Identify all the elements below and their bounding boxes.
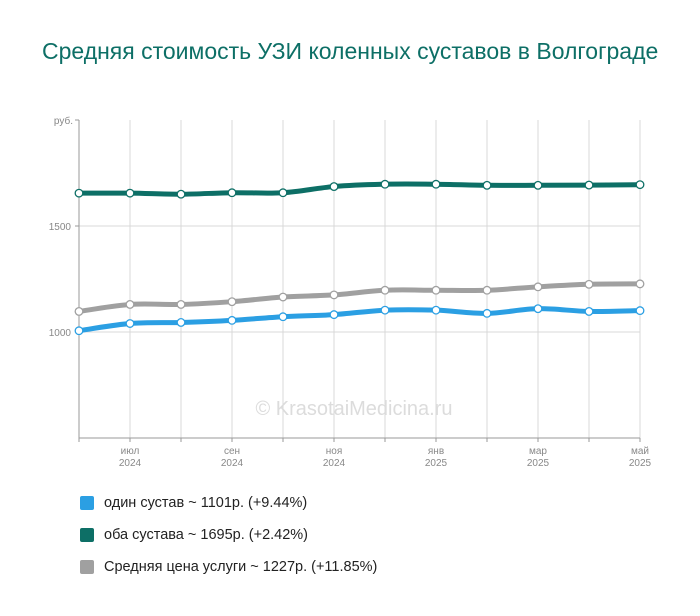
x-tick-label-month: май: [631, 446, 649, 457]
legend-label: оба сустава ~ 1695р. (+2.42%): [104, 527, 309, 543]
data-point: [635, 306, 645, 316]
data-point: [584, 279, 594, 289]
x-tick-label-month: янв: [428, 446, 444, 457]
x-tick-label-year: 2025: [629, 458, 652, 469]
x-tick-label-year: 2024: [221, 458, 244, 469]
data-point: [176, 189, 186, 199]
data-point: [431, 179, 441, 189]
data-point: [584, 180, 594, 190]
data-point: [533, 180, 543, 190]
x-tick-label-year: 2025: [527, 458, 550, 469]
x-tick-label-year: 2025: [425, 458, 448, 469]
data-point: [431, 305, 441, 315]
data-point: [329, 182, 339, 192]
data-point: [635, 279, 645, 289]
data-point: [227, 188, 237, 198]
series-layer: [74, 179, 645, 336]
y-tick-label: 1500: [49, 222, 72, 233]
x-tick-label-year: 2024: [323, 458, 346, 469]
data-point: [278, 312, 288, 322]
y-tick-label: 1000: [49, 328, 72, 339]
data-point: [380, 285, 390, 295]
data-point: [482, 285, 492, 295]
data-point: [329, 290, 339, 300]
data-point: [380, 179, 390, 189]
legend-item-both-joints: оба сустава ~ 1695р. (+2.42%): [80, 519, 377, 551]
legend-swatch: [80, 528, 94, 542]
x-tick-label-month: сен: [224, 446, 240, 457]
x-tick-label-month: июл: [121, 446, 140, 457]
axes: [75, 119, 641, 442]
data-point: [227, 315, 237, 325]
legend: один сустав ~ 1101р. (+9.44%) оба сустав…: [80, 487, 377, 583]
data-point: [329, 310, 339, 320]
chart-title: Средняя стоимость УЗИ коленных суставов …: [42, 38, 659, 64]
legend-swatch: [80, 496, 94, 510]
grid: [78, 120, 641, 438]
legend-item-one-joint: один сустав ~ 1101р. (+9.44%): [80, 487, 377, 519]
data-point: [482, 180, 492, 190]
data-point: [125, 188, 135, 198]
data-point: [176, 318, 186, 327]
data-point: [533, 304, 543, 314]
series-line-0: [76, 306, 643, 334]
legend-label: один сустав ~ 1101р. (+9.44%): [104, 495, 308, 511]
data-point: [74, 306, 84, 316]
data-point: [176, 299, 186, 309]
line-chart: © KrasotaiMedicina.ru руб.10001500июл202…: [49, 115, 652, 469]
legend-item-average: Средняя цена услуги ~ 1227р. (+11.85%): [80, 551, 377, 583]
legend-label: Средняя цена услуги ~ 1227р. (+11.85%): [104, 559, 378, 575]
tick-labels: руб.10001500июл2024сен2024ноя2024янв2025…: [49, 115, 652, 469]
data-point: [278, 188, 288, 198]
data-point: [584, 306, 594, 316]
x-tick-label-year: 2024: [119, 458, 142, 469]
data-point: [74, 326, 84, 336]
data-point: [278, 292, 288, 302]
data-point: [125, 299, 135, 309]
watermark: © KrasotaiMedicina.ru: [255, 398, 452, 420]
data-point: [533, 282, 543, 292]
x-tick-label-month: ноя: [326, 446, 343, 457]
series-line-1: [76, 181, 643, 197]
data-point: [125, 319, 135, 328]
data-point: [227, 297, 237, 307]
x-tick-label-month: мар: [529, 446, 547, 457]
legend-swatch: [80, 560, 94, 574]
data-point: [380, 305, 390, 315]
data-point: [635, 180, 645, 190]
data-point: [431, 285, 441, 295]
y-axis-unit: руб.: [54, 115, 73, 127]
data-point: [74, 188, 84, 198]
data-point: [482, 308, 492, 318]
